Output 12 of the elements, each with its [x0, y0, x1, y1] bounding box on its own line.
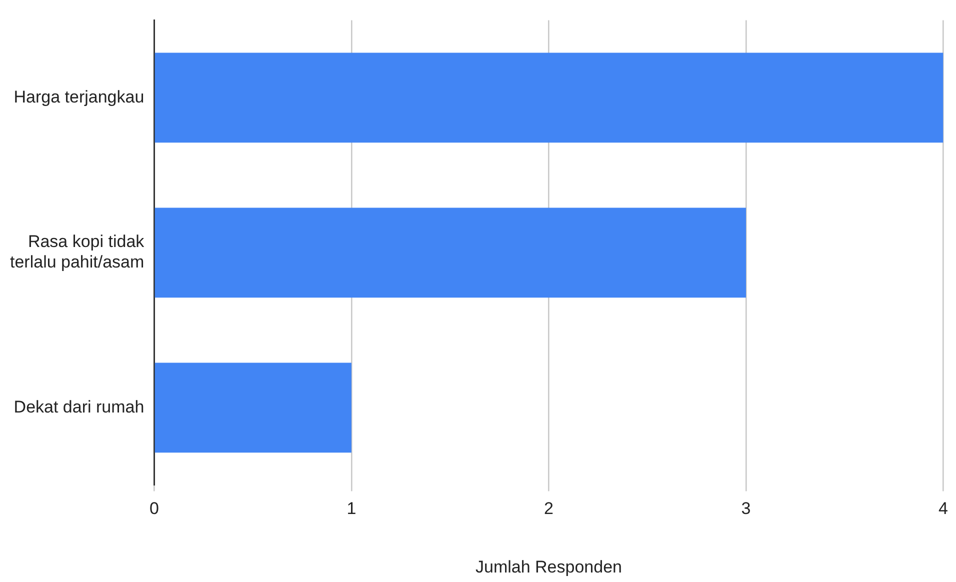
bar — [154, 208, 746, 298]
x-tick-label: 1 — [346, 499, 356, 518]
x-tick-label: 2 — [544, 499, 554, 518]
y-tick-label: Harga terjangkau — [14, 87, 144, 106]
x-tick-label: 4 — [938, 499, 948, 518]
y-tick-label: Dekat dari rumah — [14, 397, 144, 416]
x-tick-label: 0 — [149, 499, 159, 518]
x-axis-title: Jumlah Responden — [475, 557, 622, 576]
bar — [154, 52, 944, 143]
bar — [154, 362, 352, 453]
x-tick-label: 3 — [741, 499, 751, 518]
y-tick-label: Rasa kopi tidak terlalu pahit/asam — [10, 232, 145, 272]
